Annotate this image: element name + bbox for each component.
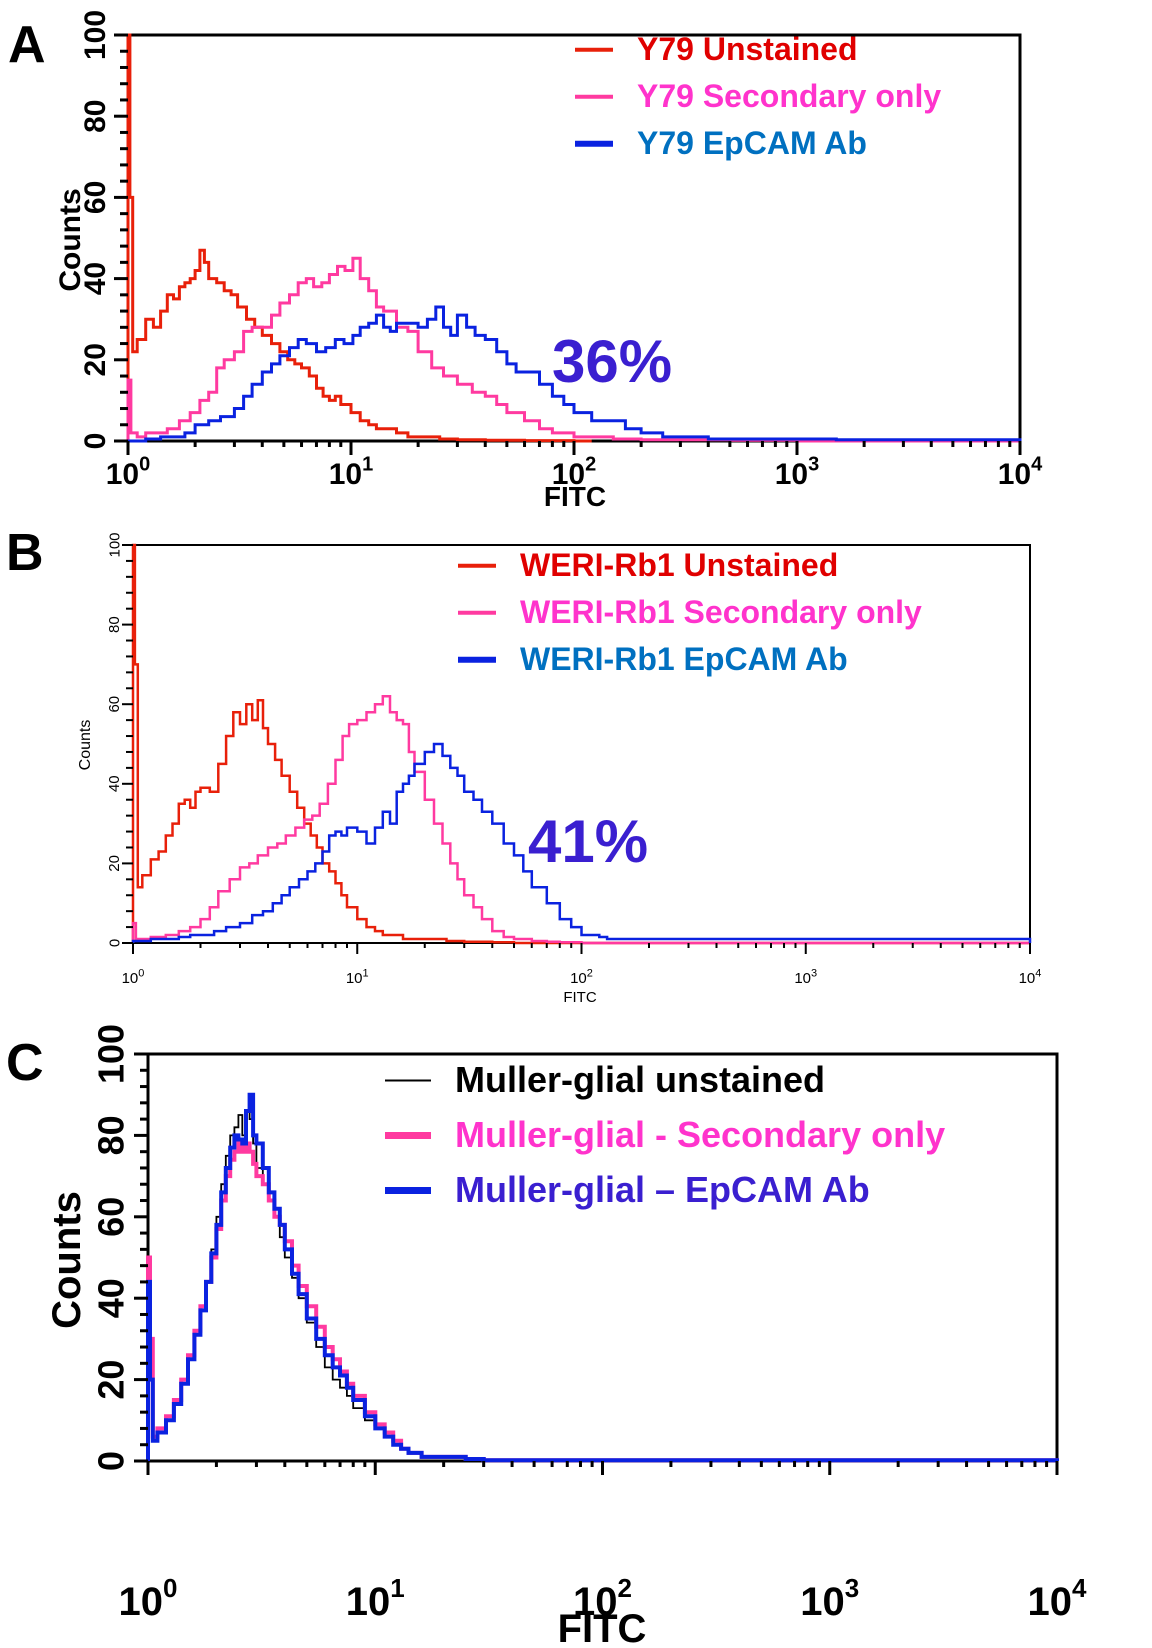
legend-item: Muller-glial unstained <box>385 1059 825 1100</box>
x-axis-title: FITC <box>544 481 606 512</box>
series-line-3 <box>146 1092 1059 1463</box>
series-line-3 <box>128 305 1022 443</box>
legend-label: Muller-glial unstained <box>455 1059 825 1100</box>
y-tick-label: 100 <box>79 10 112 60</box>
x-tick-label: 101 <box>346 967 369 987</box>
y-axis-title: Counts <box>54 188 87 291</box>
legend-label: WERI-Rb1 EpCAM Ab <box>520 641 848 677</box>
legend-label: Y79 Secondary only <box>637 78 941 114</box>
x-tick-label: 104 <box>1019 967 1042 987</box>
x-axis: 100 101 102 103 104 FITC <box>106 441 1043 512</box>
panel-b: B 0 20 40 60 80 100 Counts 100 101 102 103 104 FITC WE… <box>6 524 1041 1006</box>
y-axis: 0 20 40 60 80 100 Counts <box>54 10 128 449</box>
legend-label: WERI-Rb1 Unstained <box>520 547 838 583</box>
legend-item: WERI-Rb1 Unstained <box>458 547 838 583</box>
x-tick-label: 102 <box>573 1573 632 1624</box>
y-tick-label: 40 <box>79 262 112 295</box>
legend-label: Y79 Unstained <box>637 31 858 67</box>
y-axis-title: Counts <box>45 1191 89 1329</box>
panel-a: A 0 20 40 60 80 100 Counts 100 101 102 103 104 FITC Y7… <box>8 10 1043 512</box>
y-tick-label: 100 <box>91 1024 132 1084</box>
y-tick-label: 80 <box>91 1115 132 1155</box>
y-tick-label: 20 <box>79 343 112 376</box>
y-tick-label: 80 <box>79 100 112 133</box>
x-tick-label: 101 <box>329 454 374 492</box>
legend-label: Y79 EpCAM Ab <box>637 125 867 161</box>
legend-label: WERI-Rb1 Secondary only <box>520 594 922 630</box>
x-tick-label: 100 <box>119 1573 178 1624</box>
y-tick-label: 40 <box>106 775 123 792</box>
y-tick-label: 100 <box>106 532 123 557</box>
panel-c: C 0 20 40 60 80 100 Counts 100 101 102 103 104 FITC Mu… <box>6 1024 1087 1648</box>
x-tick-label: 103 <box>775 454 820 492</box>
panel-letter-b: B <box>6 524 44 582</box>
legend-item: Y79 Unstained <box>575 31 858 67</box>
series-line-1 <box>126 33 592 443</box>
legend: WERI-Rb1 Unstained WERI-Rb1 Secondary onl… <box>458 547 922 677</box>
legend-item: Muller-glial - Secondary only <box>385 1114 945 1155</box>
series-group <box>126 33 1022 443</box>
percentage-annotation: 41% <box>528 808 648 875</box>
legend: Muller-glial unstained Muller-glial - Sec… <box>385 1059 945 1210</box>
x-axis: 100 101 102 103 104 FITC <box>119 1461 1088 1648</box>
legend-label: Muller-glial – EpCAM Ab <box>455 1169 870 1210</box>
panel-letter-a: A <box>8 16 46 74</box>
x-axis: 100 101 102 103 104 FITC <box>122 943 1042 1006</box>
legend-label: Muller-glial - Secondary only <box>455 1114 945 1155</box>
x-tick-label: 102 <box>552 454 597 492</box>
y-tick-label: 20 <box>91 1360 132 1400</box>
x-tick-label: 102 <box>570 967 593 987</box>
y-tick-label: 80 <box>106 616 123 633</box>
y-tick-label: 0 <box>91 1451 132 1471</box>
legend-item: WERI-Rb1 Secondary only <box>458 594 922 630</box>
series-line-1 <box>131 543 1030 945</box>
series-line-2 <box>126 256 1020 443</box>
y-axis: 0 20 40 60 80 100 Counts <box>45 1024 148 1471</box>
y-tick-label: 0 <box>106 939 123 947</box>
x-tick-label: 101 <box>346 1573 405 1624</box>
legend-item: Muller-glial – EpCAM Ab <box>385 1169 870 1210</box>
y-tick-label: 60 <box>91 1197 132 1237</box>
series-line-2 <box>131 694 1030 945</box>
x-tick-label: 103 <box>794 967 817 987</box>
x-tick-label: 104 <box>998 454 1043 492</box>
x-axis-title: FITC <box>563 989 596 1006</box>
x-tick-label: 100 <box>106 454 151 492</box>
series-group <box>146 1092 1059 1463</box>
legend-item: Y79 EpCAM Ab <box>575 125 867 161</box>
y-axis-title: Counts <box>77 720 94 771</box>
x-tick-label: 104 <box>1028 1573 1088 1624</box>
series-group <box>131 543 1032 945</box>
y-tick-label: 60 <box>79 181 112 214</box>
series-line-3 <box>131 742 1032 943</box>
y-tick-label: 60 <box>106 696 123 713</box>
y-tick-label: 40 <box>91 1278 132 1318</box>
legend-item: WERI-Rb1 EpCAM Ab <box>458 641 848 677</box>
legend: Y79 Unstained Y79 Secondary only Y79 EpCAM… <box>575 31 941 161</box>
y-axis: 0 20 40 60 80 100 Counts <box>77 532 133 947</box>
y-tick-label: 0 <box>79 433 112 450</box>
x-tick-label: 103 <box>800 1573 859 1624</box>
legend-item: Y79 Secondary only <box>575 78 941 114</box>
y-tick-label: 20 <box>106 855 123 872</box>
percentage-annotation: 36% <box>552 328 672 395</box>
x-tick-label: 100 <box>122 967 145 987</box>
x-axis-title: FITC <box>558 1607 647 1648</box>
panel-letter-c: C <box>6 1034 44 1092</box>
